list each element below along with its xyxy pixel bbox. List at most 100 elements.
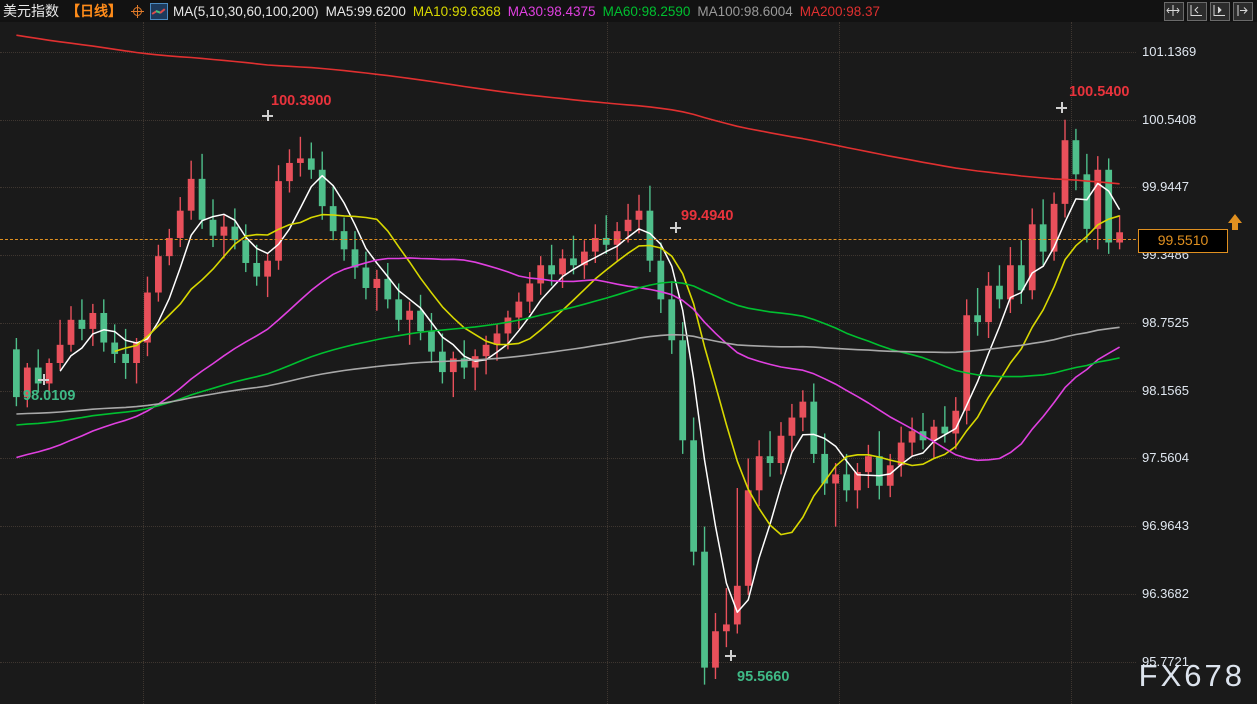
candle-body — [449, 358, 457, 373]
grid-layer — [0, 22, 1136, 704]
candle-body — [329, 206, 337, 232]
candle-body — [264, 260, 272, 277]
candle-body — [373, 278, 381, 288]
ma10-line — [114, 213, 1120, 536]
candle-body — [526, 283, 534, 302]
candle-body — [570, 258, 577, 266]
gridline-vertical — [839, 22, 840, 704]
candle-body — [154, 256, 162, 293]
axis-price-label: 98.7525 — [1142, 314, 1189, 330]
symbol-period: 【日线】 — [66, 4, 122, 20]
candle-body — [209, 219, 217, 236]
candle-body — [701, 551, 708, 668]
candle-body — [843, 474, 850, 491]
gridline-horizontal — [0, 661, 1136, 663]
annotation-crosshair-icon — [670, 222, 681, 233]
candle-body — [996, 285, 1003, 300]
candle-body — [220, 226, 228, 236]
candle-body — [559, 258, 566, 275]
candle-body — [1116, 232, 1124, 243]
chart-toolbar — [1164, 2, 1253, 21]
ma100-line — [16, 326, 1120, 415]
crosshair-icon[interactable] — [131, 4, 144, 18]
candle-body — [602, 237, 610, 245]
chart-header: 美元指数 【日线】 MA(5,10,30,60,100,200) MA5:99.… — [0, 0, 1257, 22]
candle-body — [788, 417, 796, 436]
gridline-horizontal — [0, 593, 1136, 595]
candle-body — [1083, 174, 1091, 229]
candle-body — [1006, 265, 1014, 300]
annotation-crosshair-icon — [725, 650, 736, 661]
candle-body — [712, 631, 719, 668]
candle-body — [395, 299, 403, 320]
candle-body — [1028, 224, 1036, 291]
ma-definition: MA(5,10,30,60,100,200) — [173, 3, 319, 19]
scroll-left-button[interactable] — [1187, 2, 1207, 21]
price-level-line — [0, 238, 1136, 240]
series-layer — [12, 34, 1124, 685]
candle-body — [744, 490, 752, 586]
axis-price-label: 101.1369 — [1142, 43, 1197, 59]
candle-body — [286, 162, 293, 182]
candle-body — [1017, 265, 1025, 291]
candle-body — [296, 158, 304, 163]
axis-price-label: 99.9447 — [1142, 179, 1189, 195]
ma200-line — [16, 34, 1120, 185]
candle-body — [67, 319, 75, 345]
candle-body — [428, 331, 435, 352]
candle-body — [340, 231, 348, 250]
candle-body — [548, 265, 556, 275]
candle-body — [12, 349, 20, 398]
current-price-tag[interactable]: 99.5510 — [1138, 229, 1228, 254]
candle-body — [897, 442, 905, 466]
candle-body — [89, 312, 97, 329]
axis-price-label: 100.5408 — [1142, 111, 1197, 127]
candle-body — [624, 219, 632, 232]
candle-body — [242, 240, 250, 263]
candle-body — [722, 624, 730, 632]
mini-chart-icon[interactable] — [150, 2, 168, 20]
candle-body — [460, 358, 468, 368]
candle-body — [679, 340, 687, 441]
candle-body — [668, 299, 676, 341]
candle-body — [1050, 203, 1058, 252]
candle-body — [854, 472, 861, 491]
ma100-value: MA100:98.6004 — [697, 3, 793, 19]
candle-body — [165, 237, 173, 257]
candle-body — [1105, 169, 1113, 243]
fit-crosshair-button[interactable] — [1164, 2, 1184, 21]
candle-body — [307, 158, 315, 170]
candle-body — [810, 401, 818, 454]
candle-body — [133, 342, 140, 363]
axis-price-label: 96.3682 — [1142, 585, 1189, 601]
candle-body — [417, 310, 424, 332]
ma200-value: MA200:98.37 — [799, 3, 881, 19]
chart-plot-area[interactable]: 100.3900 100.5400 98.0109 95.5660 99.4940 — [0, 22, 1136, 704]
candle-body — [406, 310, 414, 320]
axis-price-label: 95.7721 — [1142, 653, 1189, 669]
swing-high-label-left: 100.3900 — [271, 93, 332, 109]
candle-body — [908, 431, 916, 443]
candle-body — [275, 181, 282, 261]
candle-body — [56, 344, 64, 363]
candle-body — [832, 474, 840, 484]
candle-body — [504, 317, 512, 334]
gridline-vertical — [1071, 22, 1072, 704]
jump-latest-button[interactable] — [1233, 2, 1253, 21]
scroll-right-button[interactable] — [1210, 2, 1230, 21]
candle-body — [231, 226, 239, 241]
candle-body — [253, 262, 261, 277]
candle-body — [318, 169, 326, 207]
candle-body — [690, 440, 698, 552]
candle-body — [100, 312, 108, 343]
annotation-crosshair-icon — [262, 110, 273, 121]
candle-body — [515, 301, 523, 318]
axis-price-label: 97.5604 — [1142, 450, 1189, 466]
gridline-vertical — [375, 22, 376, 704]
gridline-horizontal — [0, 322, 1136, 324]
candle-body — [821, 453, 829, 484]
candle-body — [766, 456, 774, 464]
price-axis[interactable]: 101.1369 100.5408 99.9447 99.3486 98.7525 98.… — [1136, 22, 1257, 704]
candle-body — [974, 315, 982, 323]
candle-body — [952, 410, 960, 434]
